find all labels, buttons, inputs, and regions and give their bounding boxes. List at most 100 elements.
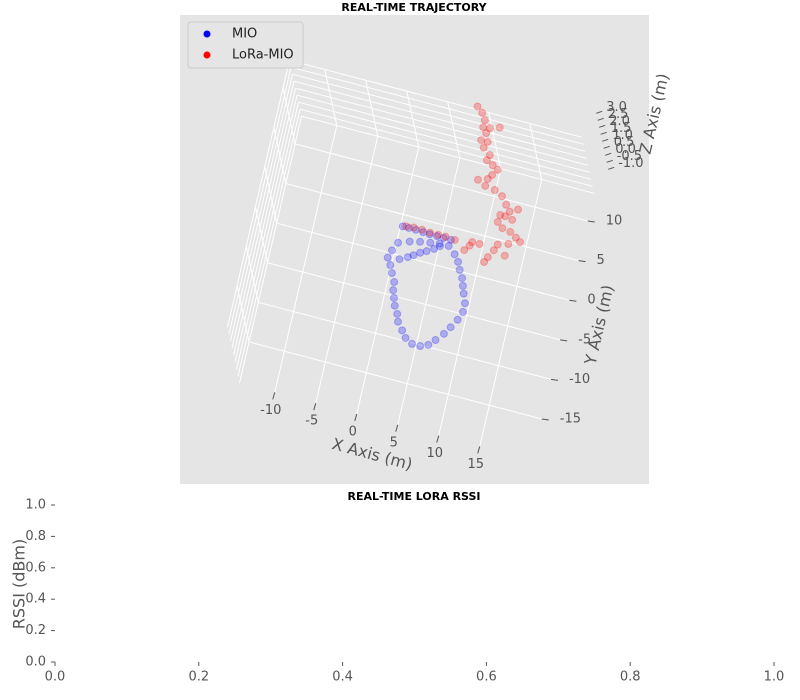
z-tick-label: -0.5	[617, 149, 642, 164]
grid-line	[356, 146, 420, 415]
grid-line	[290, 66, 584, 145]
data-point	[479, 123, 488, 132]
tick-mark	[603, 145, 610, 149]
data-point	[458, 274, 467, 283]
data-point	[493, 165, 502, 174]
data-point	[479, 143, 488, 152]
data-point	[489, 246, 498, 255]
grid-line	[295, 87, 589, 166]
data-point	[498, 192, 507, 201]
data-point	[403, 253, 412, 262]
data-point	[468, 238, 477, 247]
data-point	[502, 200, 511, 209]
data-point	[453, 315, 462, 324]
x-tick-label: 1.0	[764, 670, 785, 685]
data-point	[478, 108, 487, 117]
tick-mark	[395, 424, 399, 432]
data-point	[514, 205, 523, 214]
grid-line	[294, 143, 588, 222]
data-point	[404, 223, 413, 232]
grid-line	[315, 136, 379, 404]
tick-mark	[541, 418, 549, 421]
data-point	[483, 137, 492, 146]
data-point	[493, 240, 502, 249]
data-point	[444, 241, 453, 250]
data-point	[485, 124, 494, 133]
x-tick-label: 5	[390, 435, 398, 450]
data-point	[430, 244, 439, 253]
data-point	[416, 342, 425, 351]
grid-line	[479, 179, 543, 447]
data-point	[398, 326, 407, 335]
tick-mark	[550, 378, 559, 381]
y-tick-label: -5	[578, 332, 591, 347]
z-tick-label: -1.0	[618, 156, 643, 171]
x-tick-label: 0	[349, 424, 357, 439]
grid-line	[227, 60, 290, 328]
grid-line	[293, 80, 587, 159]
y-tick-label: 10	[606, 214, 623, 229]
data-point	[419, 228, 428, 237]
data-point	[473, 102, 482, 111]
data-point	[511, 233, 520, 242]
y-tick-label: 5	[597, 253, 605, 268]
data-point	[496, 211, 505, 220]
tick-mark	[600, 131, 607, 135]
data-point	[405, 237, 414, 246]
data-point	[482, 156, 491, 165]
legend-marker	[203, 30, 211, 38]
grid-line	[239, 116, 302, 384]
chart-title: REAL-TIME TRAJECTORY	[341, 1, 487, 14]
x-tick-label: 10	[426, 446, 443, 461]
tick-mark	[436, 435, 440, 443]
z-tick-label: 1.0	[612, 128, 633, 143]
data-point	[411, 225, 420, 234]
data-point	[488, 171, 497, 180]
data-point	[389, 293, 398, 302]
data-point	[454, 257, 463, 266]
z-tick-label: 2.5	[608, 107, 629, 122]
grid-line	[285, 183, 579, 262]
x-tick-label: 15	[467, 457, 484, 472]
data-point	[488, 161, 497, 170]
data-point	[504, 240, 513, 249]
chart-title: REAL-TIME LORA RSSI	[347, 490, 480, 503]
data-point	[424, 340, 433, 349]
data-point	[408, 339, 417, 348]
data-point	[439, 233, 448, 242]
data-point	[390, 278, 399, 287]
grid-line	[233, 88, 296, 356]
y-tick-label: 0.8	[25, 529, 46, 544]
tick-mark	[477, 446, 481, 454]
z-tick-label: 3.0	[606, 100, 627, 115]
data-point	[477, 136, 486, 145]
data-point	[394, 317, 403, 326]
z-tick-label: 0.0	[615, 142, 636, 157]
x-tick-label: -10	[260, 403, 281, 418]
grid-line	[274, 125, 338, 393]
data-point	[460, 246, 469, 255]
data-point	[498, 224, 507, 233]
data-point	[483, 174, 492, 183]
data-point	[493, 217, 502, 226]
data-point	[425, 230, 434, 239]
tick-mark	[354, 413, 358, 422]
data-point	[501, 212, 510, 221]
tick-mark	[569, 299, 577, 302]
tick-mark	[587, 220, 595, 223]
data-point	[481, 181, 490, 190]
data-point	[431, 336, 440, 345]
grid-line	[234, 95, 298, 363]
tick-mark	[599, 124, 606, 128]
y-tick-label: 0.2	[25, 623, 46, 638]
grid-line	[248, 341, 542, 420]
y-tick-label: 1.0	[25, 498, 46, 513]
grid-line	[397, 157, 461, 425]
data-point	[383, 253, 392, 262]
legend-box	[187, 21, 304, 69]
data-point	[401, 333, 410, 342]
z-tick-label: 0.5	[614, 135, 635, 150]
y-tick-label: 0.0	[25, 655, 46, 670]
data-point	[446, 235, 455, 244]
data-point	[450, 236, 459, 245]
